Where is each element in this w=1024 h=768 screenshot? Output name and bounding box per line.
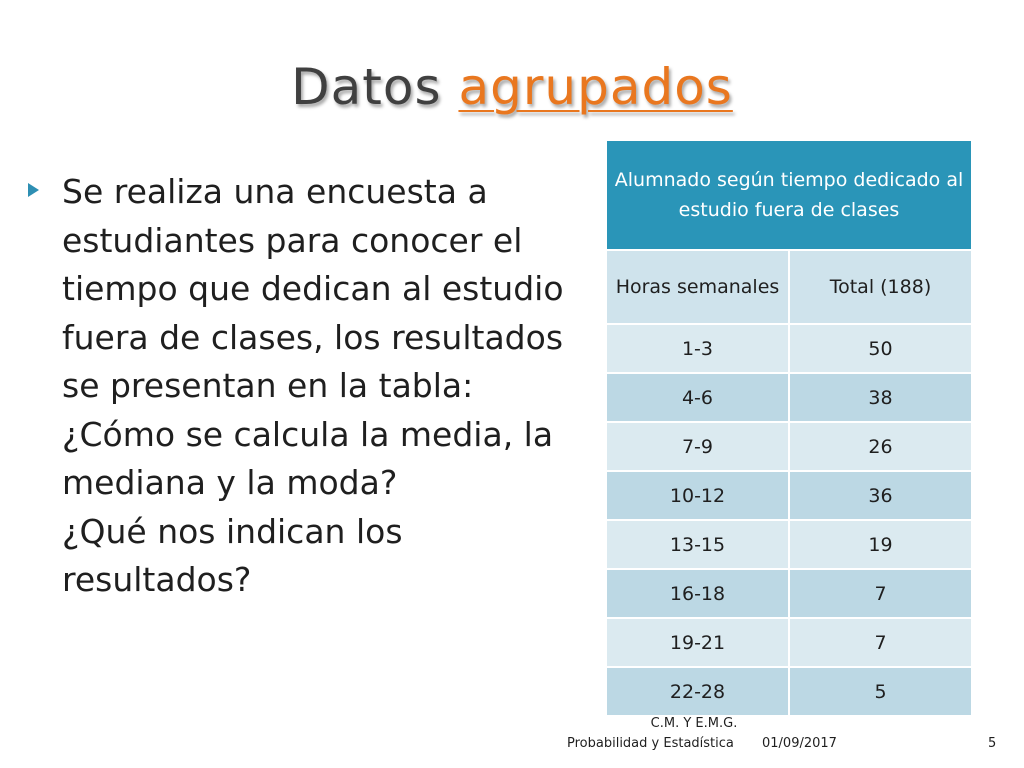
cell-total: 50 (789, 324, 973, 374)
slide-body: Se realiza una encuesta a estudiantes pa… (62, 168, 572, 605)
column-header-hours: Horas semanales (607, 250, 790, 325)
cell-range: 19-21 (607, 618, 790, 668)
table-row: 22-28 5 (607, 667, 973, 717)
frequency-table: Alumnado según tiempo dedicado al estudi… (607, 141, 973, 717)
table-caption: Alumnado según tiempo dedicado al estudi… (607, 141, 973, 251)
footer-course: Probabilidad y Estadística (567, 736, 734, 751)
cell-range: 7-9 (607, 422, 790, 472)
cell-range: 10-12 (607, 471, 790, 521)
column-header-total: Total (188) (789, 250, 973, 325)
footer-page-number: 5 (988, 736, 997, 751)
cell-range: 16-18 (607, 569, 790, 619)
cell-total: 19 (789, 520, 973, 570)
footer-date: 01/09/2017 (762, 736, 837, 751)
table-row: 13-15 19 (607, 520, 973, 570)
cell-total: 26 (789, 422, 973, 472)
table-row: 16-18 7 (607, 569, 973, 619)
cell-total: 36 (789, 471, 973, 521)
cell-range: 22-28 (607, 667, 790, 717)
cell-total: 5 (789, 667, 973, 717)
cell-range: 13-15 (607, 520, 790, 570)
title-word-1: Datos (291, 58, 442, 116)
cell-range: 4-6 (607, 373, 790, 423)
cell-total: 7 (789, 569, 973, 619)
table-row: 19-21 7 (607, 618, 973, 668)
bullet-arrow-icon (28, 183, 39, 197)
table-row: 4-6 38 (607, 373, 973, 423)
cell-total: 38 (789, 373, 973, 423)
cell-range: 1-3 (607, 324, 790, 374)
title-word-2-link[interactable]: agrupados (458, 58, 733, 116)
table-row: 1-3 50 (607, 324, 973, 374)
footer-author: C.M. Y E.M.G. (650, 716, 738, 731)
cell-total: 7 (789, 618, 973, 668)
bullet-paragraph-3: ¿Qué nos indican los resultados? (62, 511, 403, 600)
bullet-paragraph-1: Se realiza una encuesta a estudiantes pa… (62, 172, 564, 405)
bullet-paragraph-2: ¿Cómo se calcula la media, la mediana y … (62, 414, 554, 503)
table-row: 10-12 36 (607, 471, 973, 521)
slide-title: Datos agrupados (0, 58, 1024, 116)
table-row: 7-9 26 (607, 422, 973, 472)
